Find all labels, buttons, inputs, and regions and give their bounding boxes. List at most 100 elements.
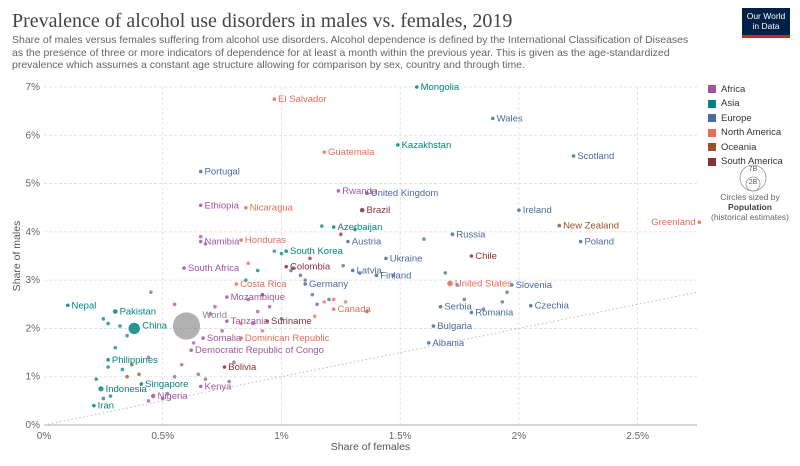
data-point[interactable] [146, 355, 151, 360]
data-point-indonesia[interactable] [98, 386, 104, 392]
data-point[interactable] [310, 292, 315, 297]
data-point-latvia[interactable] [350, 268, 355, 273]
data-point-poland[interactable] [578, 239, 583, 244]
data-point[interactable] [391, 273, 395, 278]
data-point-philippines[interactable] [106, 358, 110, 362]
data-point-bulgaria[interactable] [431, 324, 436, 328]
data-point[interactable] [358, 271, 362, 275]
legend-item-north-america[interactable]: North America [708, 126, 783, 141]
data-point-kazakhstan[interactable] [396, 143, 400, 147]
data-point-mongolia[interactable] [415, 85, 419, 89]
data-point[interactable] [239, 321, 243, 326]
data-point-kenya[interactable] [198, 384, 203, 389]
data-point-nepal[interactable] [65, 303, 70, 308]
data-point[interactable] [149, 290, 153, 295]
data-point[interactable] [137, 372, 141, 377]
data-point-china[interactable] [128, 322, 141, 335]
data-point[interactable] [101, 396, 106, 401]
data-point[interactable] [481, 307, 486, 311]
legend-item-asia[interactable]: Asia [708, 97, 783, 112]
data-point[interactable] [312, 314, 317, 319]
data-point-dominican-republic[interactable] [239, 336, 243, 340]
data-point-scotland[interactable] [571, 154, 576, 158]
data-point-democratic-republic-of-congo[interactable] [189, 348, 194, 352]
data-point-el-salvador[interactable] [272, 97, 277, 101]
data-point[interactable] [365, 309, 369, 314]
data-point[interactable] [198, 234, 203, 239]
data-point[interactable] [172, 302, 177, 307]
data-point[interactable] [320, 224, 324, 228]
data-point[interactable] [315, 302, 319, 307]
data-point[interactable] [246, 261, 251, 266]
data-point[interactable] [279, 316, 284, 321]
data-point[interactable] [260, 292, 265, 297]
data-point[interactable] [203, 242, 208, 246]
data-point[interactable] [251, 321, 255, 326]
data-point[interactable] [220, 329, 224, 333]
data-point[interactable] [106, 321, 110, 326]
data-point[interactable] [165, 391, 170, 396]
data-point-romania[interactable] [469, 310, 474, 315]
data-point-nicaragua[interactable] [244, 205, 248, 210]
data-point-colombia[interactable] [284, 264, 289, 269]
legend-item-south-america[interactable]: South America [708, 155, 783, 170]
data-point-tanzania[interactable] [225, 319, 229, 323]
data-point-azerbaijan[interactable] [331, 225, 336, 229]
data-point-austria[interactable] [346, 239, 350, 244]
data-point[interactable] [130, 362, 134, 367]
data-point[interactable] [146, 399, 151, 403]
data-point-south-korea[interactable] [284, 249, 289, 253]
data-point-united-kingdom[interactable] [365, 191, 369, 196]
owid-logo[interactable]: Our World in Data [742, 8, 790, 38]
data-point[interactable] [267, 304, 272, 309]
data-point[interactable] [213, 304, 217, 309]
data-point[interactable] [327, 297, 331, 302]
data-point-bolivia[interactable] [222, 365, 227, 369]
data-point[interactable] [298, 273, 303, 278]
data-point[interactable] [455, 283, 459, 287]
data-point[interactable] [331, 297, 336, 302]
data-point[interactable] [160, 396, 165, 401]
data-point[interactable] [172, 374, 177, 379]
data-point-pakistan[interactable] [112, 309, 118, 314]
data-point[interactable] [101, 316, 106, 321]
data-point[interactable] [108, 394, 113, 398]
data-point[interactable] [255, 268, 260, 273]
data-point[interactable] [341, 263, 345, 268]
data-point[interactable] [191, 341, 196, 345]
data-point[interactable] [343, 300, 348, 304]
data-point[interactable] [462, 297, 467, 302]
data-point[interactable] [291, 266, 296, 270]
data-point[interactable] [106, 365, 110, 369]
data-point-guatemala[interactable] [322, 150, 326, 154]
data-point[interactable] [289, 268, 293, 273]
data-point[interactable] [125, 333, 129, 338]
data-point-somalia[interactable] [201, 336, 205, 340]
data-point[interactable] [322, 300, 326, 304]
data-point[interactable] [94, 377, 99, 381]
data-point[interactable] [272, 249, 277, 253]
data-point-finland[interactable] [374, 273, 379, 278]
data-point[interactable] [246, 297, 251, 302]
data-point[interactable] [244, 278, 248, 282]
data-point-suriname[interactable] [265, 319, 270, 323]
data-point-ukraine[interactable] [384, 256, 388, 261]
region-legend[interactable]: Africa Asia Europe North America Oceania Sout… [708, 82, 783, 169]
legend-item-africa[interactable]: Africa [708, 82, 783, 97]
legend-item-oceania[interactable]: Oceania [708, 140, 783, 155]
data-point[interactable] [303, 278, 308, 282]
data-point-ireland[interactable] [517, 208, 521, 212]
data-point-greenland[interactable] [697, 220, 702, 224]
data-point[interactable] [353, 227, 357, 232]
data-point[interactable] [505, 290, 509, 295]
data-point[interactable] [203, 377, 208, 381]
data-point-germany[interactable] [303, 282, 308, 286]
data-point-namibia[interactable] [198, 239, 203, 244]
data-point-slovenia[interactable] [509, 283, 514, 287]
data-point-iran[interactable] [92, 403, 96, 408]
data-point[interactable] [125, 374, 129, 379]
data-point-russia[interactable] [450, 232, 455, 237]
data-point-nigeria[interactable] [150, 393, 156, 399]
data-point-new-zealand[interactable] [557, 223, 562, 228]
data-point[interactable] [422, 237, 426, 241]
